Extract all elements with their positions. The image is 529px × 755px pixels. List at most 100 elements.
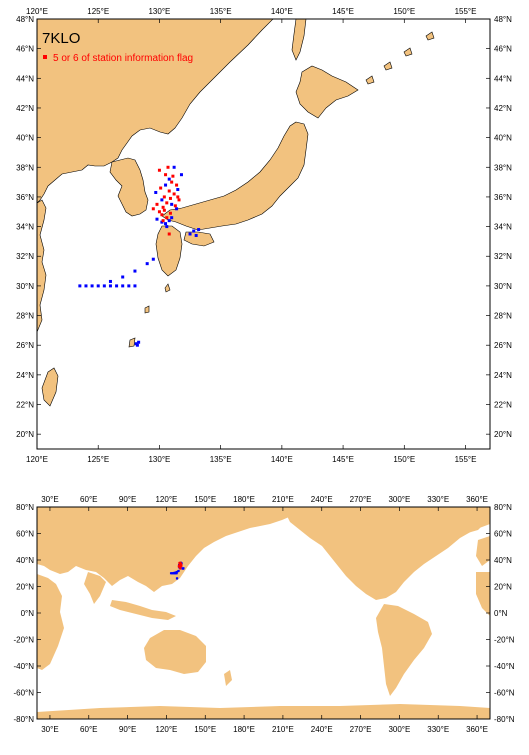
station-point-red	[173, 204, 177, 208]
station-point-blue	[96, 284, 100, 288]
regional-lat-tick-left: 36°N	[16, 193, 34, 202]
world-lat-tick-right: 20°N	[494, 583, 512, 592]
station-point-red	[164, 173, 168, 177]
regional-lat-tick-left: 42°N	[16, 104, 34, 113]
world-lon-tick-top: 30°E	[41, 495, 58, 504]
regional-lat-tick-right: 40°N	[494, 134, 512, 143]
regional-lat-tick-right: 38°N	[494, 163, 512, 172]
world-lat-tick-left: 0°N	[21, 609, 35, 618]
world-lat-tick-right: -40°N	[494, 662, 515, 671]
world-lon-tick-top: 90°E	[119, 495, 136, 504]
station-point-red	[159, 186, 163, 190]
regional-lat-tick-right: 42°N	[494, 104, 512, 113]
honshu	[161, 121, 309, 231]
world-lon-tick-top: 330°E	[427, 495, 449, 504]
world-lon-tick-bottom: 210°E	[272, 725, 294, 734]
world-lat-tick-left: 80°N	[16, 503, 34, 512]
world-lon-tick-bottom: 360°E	[466, 725, 488, 734]
regional-lon-tick-top: 155°E	[455, 7, 477, 16]
world-lat-tick-right: -60°N	[494, 689, 515, 698]
station-point-blue	[90, 284, 94, 288]
regional-lon-tick-bottom: 155°E	[455, 455, 477, 464]
regional-lat-tick-left: 30°N	[16, 282, 34, 291]
world-station-point-blue	[173, 571, 176, 574]
station-point-red	[168, 211, 172, 215]
station-point-blue	[133, 269, 137, 273]
world-lat-tick-left: -60°N	[13, 689, 34, 698]
station-point-blue	[160, 198, 164, 202]
station-point-blue	[188, 232, 192, 236]
kuril-2	[383, 61, 393, 71]
world-lon-tick-bottom: 30°E	[41, 725, 58, 734]
regional-lat-tick-left: 20°N	[16, 430, 34, 439]
world-station-point-blue	[182, 567, 185, 570]
africa-right	[476, 572, 490, 616]
world-lon-tick-bottom: 150°E	[194, 725, 216, 734]
regional-lat-tick-right: 34°N	[494, 223, 512, 232]
station-point-blue	[108, 284, 112, 288]
world-lat-tick-right: -80°N	[494, 715, 515, 724]
station-point-blue	[164, 222, 168, 226]
station-point-red	[167, 232, 171, 236]
world-station-point-blue	[177, 569, 180, 572]
regional-lon-tick-top: 125°E	[87, 7, 109, 16]
world-station-point-red	[177, 565, 180, 568]
regional-lat-tick-left: 40°N	[16, 134, 34, 143]
station-point-red	[168, 196, 172, 200]
regional-lon-tick-bottom: 135°E	[210, 455, 232, 464]
regional-lat-tick-left: 22°N	[16, 401, 34, 410]
station-point-red	[166, 165, 170, 169]
taiwan	[41, 367, 59, 407]
world-station-point-blue	[175, 572, 178, 575]
regional-lon-tick-top: 120°E	[26, 7, 48, 16]
world-lon-tick-bottom: 180°E	[233, 725, 255, 734]
station-point-blue	[194, 233, 198, 237]
indonesia	[110, 600, 176, 620]
station-point-blue	[192, 229, 196, 233]
station-point-red	[162, 208, 166, 212]
regional-lat-tick-right: 20°N	[494, 430, 512, 439]
antarctica	[37, 704, 490, 719]
regional-lon-tick-top: 130°E	[148, 7, 170, 16]
station-point-red	[170, 180, 174, 184]
world-station-point-red	[178, 563, 181, 566]
station-point-red	[167, 189, 171, 193]
station-point-blue	[137, 340, 141, 344]
world-station-point-red	[178, 561, 181, 564]
station-point-blue	[108, 279, 112, 283]
europe-right	[476, 536, 490, 566]
regional-lon-tick-bottom: 120°E	[26, 455, 48, 464]
north-america	[286, 507, 490, 600]
regional-lon-tick-bottom: 130°E	[148, 455, 170, 464]
station-point-blue	[175, 207, 179, 211]
world-station-point-blue	[175, 577, 178, 580]
station-point-red	[165, 216, 169, 220]
world-lon-tick-top: 240°E	[311, 495, 333, 504]
regional-lat-tick-right: 24°N	[494, 371, 512, 380]
africa	[37, 574, 64, 670]
regional-lat-tick-right: 26°N	[494, 341, 512, 350]
regional-station-points	[78, 165, 201, 347]
greenland	[440, 507, 490, 534]
station-point-blue	[151, 257, 155, 261]
world-land	[37, 507, 490, 719]
world-lon-tick-top: 120°E	[155, 495, 177, 504]
station-point-blue	[102, 284, 106, 288]
station-point-red	[151, 207, 155, 211]
regional-lat-tick-left: 34°N	[16, 223, 34, 232]
station-point-blue	[197, 228, 201, 232]
south-america	[376, 604, 432, 696]
station-point-blue	[164, 183, 168, 187]
station-point-red	[171, 174, 175, 178]
world-lon-tick-top: 300°E	[388, 495, 410, 504]
regional-lat-tick-left: 38°N	[16, 163, 34, 172]
world-lat-tick-right: 0°N	[494, 609, 508, 618]
regional-lat-tick-left: 44°N	[16, 74, 34, 83]
regional-lat-tick-left: 26°N	[16, 341, 34, 350]
world-lat-tick-right: 60°N	[494, 530, 512, 539]
regional-lat-tick-right: 30°N	[494, 282, 512, 291]
sakhalin	[291, 19, 307, 61]
station-point-red	[157, 210, 161, 214]
world-station-point-blue	[175, 570, 178, 573]
station-point-blue	[133, 284, 137, 288]
